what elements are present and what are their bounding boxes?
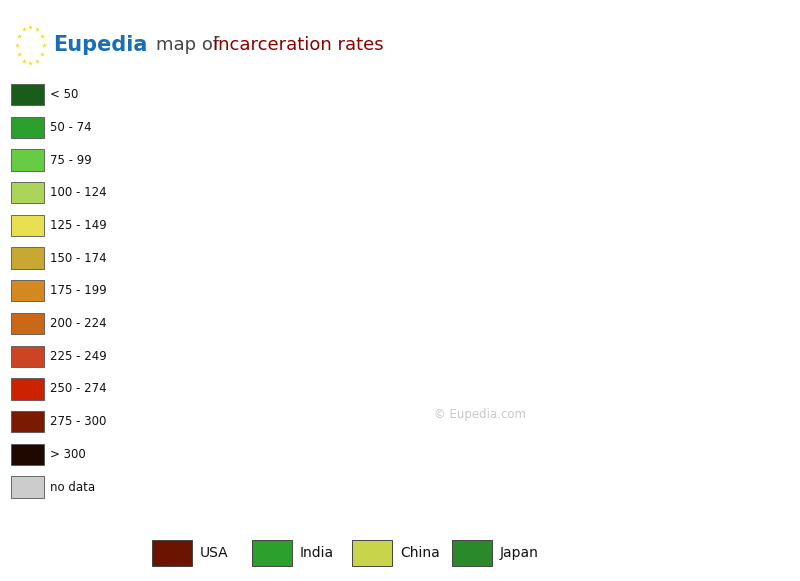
Text: 50 - 74: 50 - 74 — [50, 121, 92, 134]
FancyBboxPatch shape — [352, 540, 392, 566]
Text: 250 - 274: 250 - 274 — [50, 382, 107, 396]
Text: 125 - 149: 125 - 149 — [50, 219, 107, 232]
Text: map of: map of — [156, 36, 219, 54]
FancyBboxPatch shape — [11, 117, 43, 138]
Text: 100 - 124: 100 - 124 — [50, 187, 107, 199]
FancyBboxPatch shape — [152, 540, 192, 566]
FancyBboxPatch shape — [11, 444, 43, 465]
FancyBboxPatch shape — [11, 346, 43, 367]
FancyBboxPatch shape — [11, 215, 43, 236]
Text: China: China — [400, 546, 440, 561]
FancyBboxPatch shape — [252, 540, 292, 566]
FancyBboxPatch shape — [11, 313, 43, 334]
Text: India: India — [300, 546, 334, 561]
Text: < 50: < 50 — [50, 88, 79, 101]
FancyBboxPatch shape — [11, 149, 43, 171]
Text: Japan: Japan — [500, 546, 539, 561]
FancyBboxPatch shape — [11, 476, 43, 498]
Text: 75 - 99: 75 - 99 — [50, 153, 92, 167]
FancyBboxPatch shape — [11, 182, 43, 203]
Text: 175 - 199: 175 - 199 — [50, 284, 107, 297]
FancyBboxPatch shape — [452, 540, 492, 566]
FancyBboxPatch shape — [11, 248, 43, 269]
Text: USA: USA — [200, 546, 229, 561]
Text: 275 - 300: 275 - 300 — [50, 415, 107, 428]
Text: 150 - 174: 150 - 174 — [50, 252, 107, 264]
FancyBboxPatch shape — [11, 411, 43, 432]
Text: 225 - 249: 225 - 249 — [50, 350, 107, 363]
FancyBboxPatch shape — [11, 84, 43, 105]
Text: incarceration rates: incarceration rates — [213, 36, 383, 54]
FancyBboxPatch shape — [11, 378, 43, 400]
Text: © Eupedia.com: © Eupedia.com — [434, 408, 526, 421]
Text: no data: no data — [50, 480, 96, 494]
Text: Eupedia: Eupedia — [54, 35, 148, 55]
Text: 200 - 224: 200 - 224 — [50, 317, 107, 330]
Text: > 300: > 300 — [50, 448, 86, 461]
FancyBboxPatch shape — [11, 280, 43, 302]
